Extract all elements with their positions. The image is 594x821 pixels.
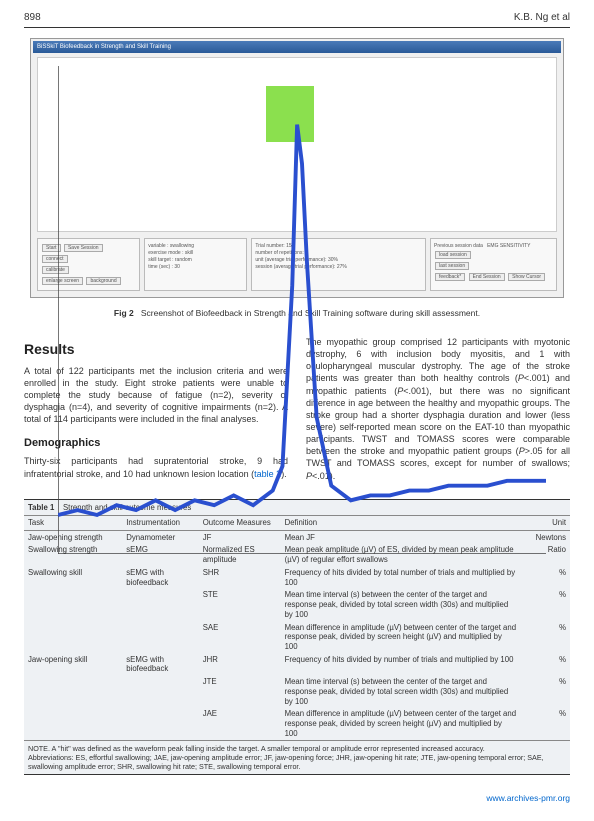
page-footer: www.archives-pmr.org bbox=[24, 793, 570, 803]
table-cell: sEMG with biofeedback bbox=[122, 653, 198, 675]
waveform-line bbox=[58, 125, 546, 515]
table-row: Swallowing skillsEMG with biofeedbackSHR… bbox=[24, 566, 570, 588]
table-cell: Frequency of hits divided by number of t… bbox=[281, 653, 521, 675]
table-cell: JTE bbox=[199, 676, 281, 708]
window-title: BiSSkiT Biofeedback in Strength and Skil… bbox=[37, 44, 171, 50]
table-cell: SAE bbox=[199, 621, 281, 653]
table-cell: % bbox=[521, 589, 570, 621]
table-cell: SHR bbox=[199, 566, 281, 588]
table-row: Jaw-opening skillsEMG with biofeedbackJH… bbox=[24, 653, 570, 675]
table-cell: % bbox=[521, 653, 570, 675]
table-cell: Jaw-opening skill bbox=[24, 653, 122, 675]
table-cell: Mean time interval (s) between the cente… bbox=[281, 589, 521, 621]
chart-area bbox=[37, 57, 557, 232]
table-cell bbox=[24, 621, 122, 653]
table-cell: % bbox=[521, 708, 570, 740]
table-abbrev: Abbreviations: ES, effortful swallowing;… bbox=[28, 753, 544, 771]
table-cell: sEMG with biofeedback bbox=[122, 566, 198, 588]
table-note: NOTE. A "hit" was defined as the wavefor… bbox=[24, 740, 570, 774]
table-cell: JHR bbox=[199, 653, 281, 675]
table-row: JTEMean time interval (s) between the ce… bbox=[24, 676, 570, 708]
authors: K.B. Ng et al bbox=[514, 12, 570, 23]
table-cell bbox=[122, 708, 198, 740]
table-cell bbox=[122, 589, 198, 621]
table-note-text: NOTE. A "hit" was defined as the wavefor… bbox=[28, 744, 485, 753]
chart-svg bbox=[58, 66, 546, 554]
table-row: SAEMean difference in amplitude (µV) bet… bbox=[24, 621, 570, 653]
table-cell: STE bbox=[199, 589, 281, 621]
footer-link[interactable]: www.archives-pmr.org bbox=[486, 793, 570, 803]
table-cell: % bbox=[521, 621, 570, 653]
table-cell bbox=[24, 676, 122, 708]
table-row: JAEMean difference in amplitude (µV) bet… bbox=[24, 708, 570, 740]
table-cell: Swallowing skill bbox=[24, 566, 122, 588]
page-number: 898 bbox=[24, 12, 41, 23]
table-cell: Frequency of hits divided by total numbe… bbox=[281, 566, 521, 588]
page-header: 898 K.B. Ng et al bbox=[24, 12, 570, 28]
figure-screenshot: BiSSkiT Biofeedback in Strength and Skil… bbox=[30, 38, 564, 298]
table-cell bbox=[24, 708, 122, 740]
table-cell bbox=[24, 589, 122, 621]
table-cell: Mean time interval (s) between the cente… bbox=[281, 676, 521, 708]
table-cell: JAE bbox=[199, 708, 281, 740]
table-cell: % bbox=[521, 566, 570, 588]
window-titlebar: BiSSkiT Biofeedback in Strength and Skil… bbox=[33, 41, 561, 53]
table-row: STEMean time interval (s) between the ce… bbox=[24, 589, 570, 621]
table-label: Table 1 bbox=[28, 503, 54, 512]
table-cell: Mean difference in amplitude (µV) betwee… bbox=[281, 708, 521, 740]
table-cell bbox=[122, 621, 198, 653]
table-cell: % bbox=[521, 676, 570, 708]
table-cell bbox=[122, 676, 198, 708]
table-cell: Mean difference in amplitude (µV) betwee… bbox=[281, 621, 521, 653]
